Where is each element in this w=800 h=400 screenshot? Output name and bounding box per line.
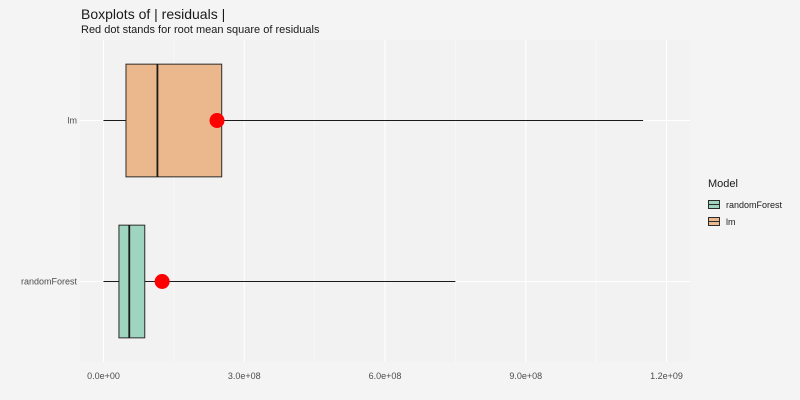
x-tick-label: 9.0e+08	[509, 371, 542, 381]
legend-label-lm: lm	[726, 216, 736, 227]
legend: Model randomForest lm	[708, 178, 782, 230]
legend-label-randomforest: randomForest	[726, 199, 783, 210]
x-tick-label: 1.2e+09	[650, 371, 683, 381]
x-tick-label: 3.0e+08	[228, 371, 261, 381]
legend-item-lm: lm	[708, 213, 782, 230]
legend-title: Model	[708, 178, 738, 190]
y-tick-label: randomForest	[21, 277, 78, 287]
chart-subtitle: Red dot stands for root mean square of r…	[81, 24, 320, 36]
legend-item-randomforest: randomForest	[708, 196, 782, 213]
box-lm	[125, 63, 223, 178]
chart-title: Boxplots of | residuals |	[81, 6, 226, 22]
legend-key-lm	[708, 216, 720, 227]
x-tick-label: 0.0e+00	[87, 371, 120, 381]
y-tick-label: lm	[68, 116, 78, 126]
legend-key-randomforest	[708, 199, 720, 210]
box-randomforest	[118, 224, 146, 339]
rmse-dot-lm	[209, 113, 225, 128]
rmse-dot-randomforest	[154, 274, 170, 289]
x-tick-label: 6.0e+08	[369, 371, 402, 381]
